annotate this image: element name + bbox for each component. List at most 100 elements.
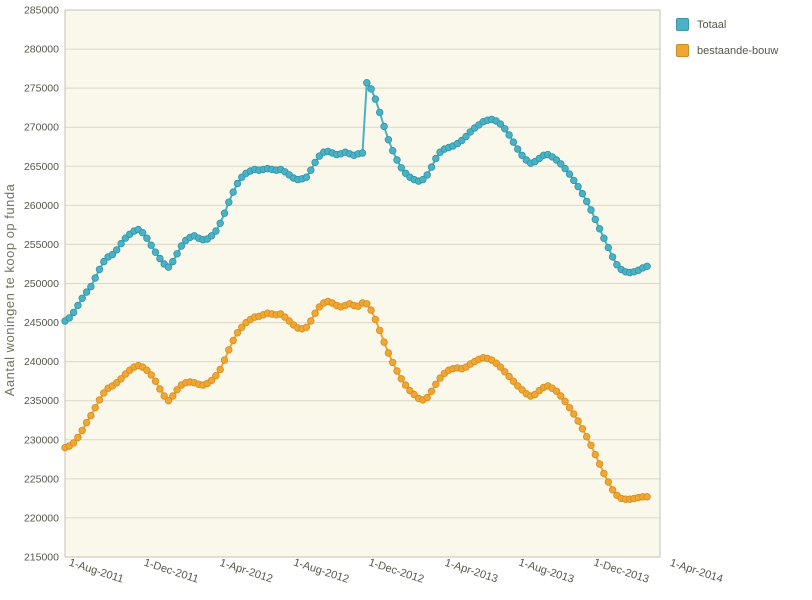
series-point-bestaande-bouw[interactable] [595,460,604,468]
series-point-Totaal[interactable] [509,138,518,146]
series-point-Totaal[interactable] [557,160,565,168]
series-point-Totaal[interactable] [229,188,237,196]
series-point-Totaal[interactable] [591,215,599,224]
series-point-bestaande-bouw[interactable] [147,371,155,379]
series-point-Totaal[interactable] [561,164,569,173]
series-point-bestaande-bouw[interactable] [552,387,561,395]
series-point-Totaal[interactable] [100,257,108,266]
series-point-Totaal[interactable] [164,263,173,271]
series-point-bestaande-bouw[interactable] [156,385,164,393]
series-point-Totaal[interactable] [393,156,401,164]
series-point-Totaal[interactable] [220,209,229,217]
series-point-Totaal[interactable] [384,135,393,144]
series-point-bestaande-bouw[interactable] [371,315,380,324]
series-point-Totaal[interactable] [514,145,522,153]
series-point-Totaal[interactable] [423,171,431,179]
series-point-bestaande-bouw[interactable] [423,393,431,402]
series-point-Totaal[interactable] [112,246,121,254]
series-point-bestaande-bouw[interactable] [501,368,509,376]
series-point-bestaande-bouw[interactable] [363,300,371,308]
series-point-bestaande-bouw[interactable] [608,486,617,494]
series-point-Totaal[interactable] [225,198,233,206]
series-point-bestaande-bouw[interactable] [427,387,436,395]
series-point-bestaande-bouw[interactable] [100,389,108,397]
series-point-Totaal[interactable] [207,232,216,240]
series-point-Totaal[interactable] [604,243,612,252]
series-point-bestaande-bouw[interactable] [74,433,82,442]
series-point-bestaande-bouw[interactable] [565,404,574,412]
series-point-Totaal[interactable] [643,262,651,270]
series-point-Totaal[interactable] [69,308,78,317]
series-point-bestaande-bouw[interactable] [578,425,587,433]
legend-item-bestaande-bouw[interactable]: bestaande-bouw [676,44,778,57]
series-point-Totaal[interactable] [311,158,319,167]
series-point-bestaande-bouw[interactable] [69,439,78,447]
series-point-Totaal[interactable] [501,125,509,133]
series-point-Totaal[interactable] [87,282,95,291]
series-point-Totaal[interactable] [608,253,617,261]
series-point-bestaande-bouw[interactable] [164,397,173,405]
series-point-Totaal[interactable] [565,170,574,178]
series-point-bestaande-bouw[interactable] [583,433,591,441]
series-point-bestaande-bouw[interactable] [216,365,224,374]
series-point-Totaal[interactable] [578,189,587,198]
series-point-bestaande-bouw[interactable] [78,426,86,435]
series-point-Totaal[interactable] [462,132,470,141]
series-point-Totaal[interactable] [595,225,604,233]
series-point-bestaande-bouw[interactable] [212,372,220,380]
series-point-Totaal[interactable] [151,248,160,256]
series-point-bestaande-bouw[interactable] [87,411,95,420]
series-point-bestaande-bouw[interactable] [82,418,91,427]
series-point-Totaal[interactable] [587,206,595,214]
series-point-Totaal[interactable] [302,173,311,181]
series-point-bestaande-bouw[interactable] [557,392,565,400]
series-point-bestaande-bouw[interactable] [143,366,151,374]
series-point-bestaande-bouw[interactable] [220,356,229,364]
series-point-Totaal[interactable] [91,274,99,282]
series-point-bestaande-bouw[interactable] [561,397,569,406]
series-point-bestaande-bouw[interactable] [225,346,233,354]
series-point-Totaal[interactable] [432,154,440,163]
series-point-Totaal[interactable] [78,294,86,302]
series-point-bestaande-bouw[interactable] [173,386,181,394]
series-point-Totaal[interactable] [518,151,526,159]
series-point-bestaande-bouw[interactable] [302,323,311,331]
series-point-Totaal[interactable] [65,314,73,322]
series-point-Totaal[interactable] [419,175,427,184]
series-point-Totaal[interactable] [496,120,505,128]
series-point-Totaal[interactable] [505,131,513,139]
series-point-Totaal[interactable] [177,242,186,250]
series-point-Totaal[interactable] [173,250,181,258]
series-point-Totaal[interactable] [363,78,371,87]
series-point-bestaande-bouw[interactable] [432,380,440,388]
series-point-Totaal[interactable] [117,239,125,248]
series-point-Totaal[interactable] [397,164,405,172]
series-point-bestaande-bouw[interactable] [91,404,99,412]
series-point-Totaal[interactable] [212,227,220,235]
series-point-bestaande-bouw[interactable] [311,309,319,317]
series-point-Totaal[interactable] [613,261,621,269]
series-point-bestaande-bouw[interactable] [151,377,160,385]
series-point-bestaande-bouw[interactable] [367,306,375,314]
series-point-Totaal[interactable] [389,146,397,155]
series-point-bestaande-bouw[interactable] [233,329,242,337]
series-point-Totaal[interactable] [169,257,177,266]
series-point-Totaal[interactable] [95,265,104,274]
series-point-Totaal[interactable] [380,122,388,131]
series-point-bestaande-bouw[interactable] [160,392,168,400]
series-point-bestaande-bouw[interactable] [389,358,397,367]
series-point-Totaal[interactable] [147,241,155,249]
series-point-bestaande-bouw[interactable] [496,363,505,371]
series-point-Totaal[interactable] [74,301,82,310]
series-point-bestaande-bouw[interactable] [401,381,410,389]
series-point-bestaande-bouw[interactable] [397,375,405,383]
series-point-bestaande-bouw[interactable] [207,376,216,385]
series-point-bestaande-bouw[interactable] [505,372,513,381]
series-point-Totaal[interactable] [233,179,242,188]
series-point-bestaande-bouw[interactable] [604,478,612,486]
series-point-bestaande-bouw[interactable] [574,417,582,425]
series-point-bestaande-bouw[interactable] [587,441,595,449]
series-point-Totaal[interactable] [156,254,164,263]
series-point-bestaande-bouw[interactable] [643,493,651,501]
series-point-Totaal[interactable] [376,108,384,117]
